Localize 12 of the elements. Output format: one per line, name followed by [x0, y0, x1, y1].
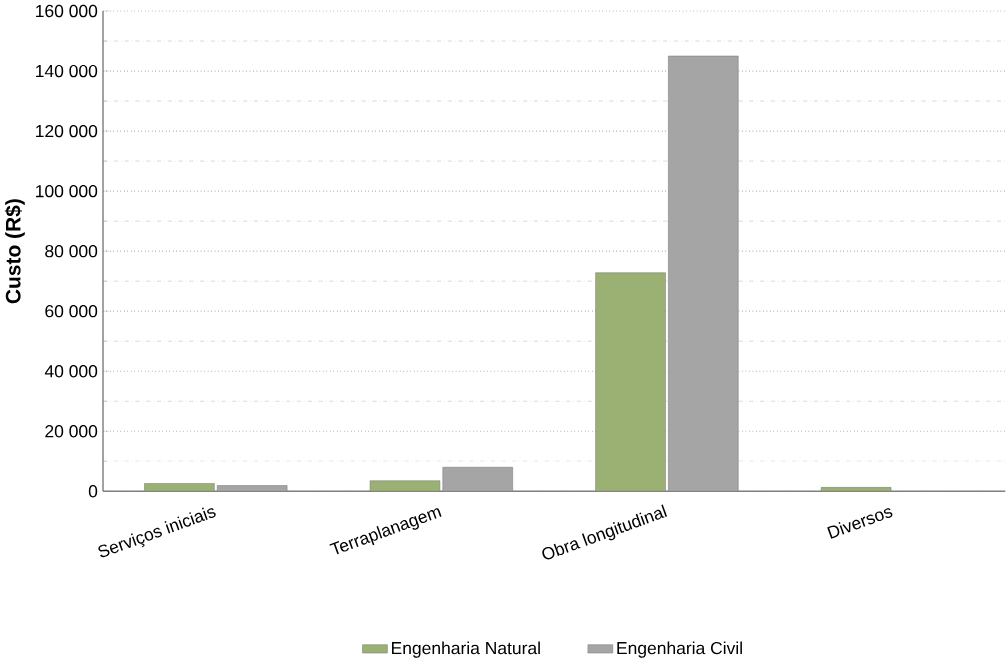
y-tick-label: 100 000: [36, 184, 98, 198]
y-tick-label: 60 000: [45, 304, 98, 318]
y-tick-label: 160 000: [36, 4, 98, 18]
legend-label: Engenharia Civil: [617, 641, 742, 658]
legend-label: Engenharia Natural: [392, 641, 540, 658]
y-tick-label: 80 000: [45, 244, 98, 258]
y-tick-label: 120 000: [36, 124, 98, 138]
y-tick-label: 40 000: [44, 364, 98, 378]
y-tick-label: 0: [88, 485, 98, 498]
y-tick-label: 20 000: [45, 425, 98, 438]
y-axis-title: Custo (R$): [4, 199, 25, 304]
y-tick-label: 140 000: [36, 64, 98, 78]
